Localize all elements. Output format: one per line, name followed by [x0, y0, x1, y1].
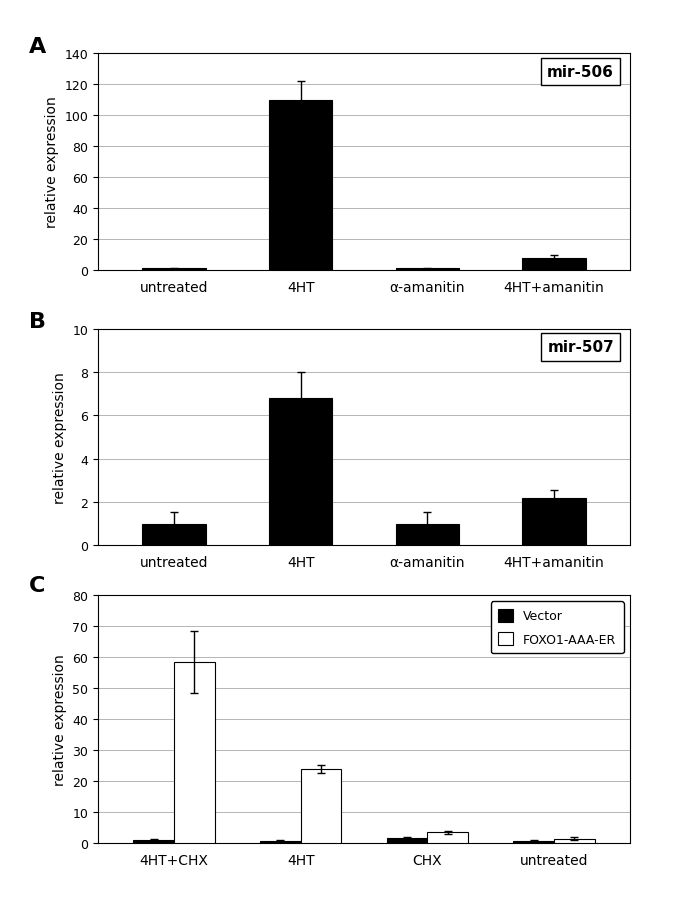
Bar — [260, 841, 301, 843]
Text: C: C — [29, 575, 46, 595]
Bar — [395, 269, 459, 271]
Bar — [301, 769, 341, 843]
Bar — [522, 258, 586, 271]
Bar — [142, 269, 206, 271]
Text: B: B — [29, 312, 46, 332]
Bar — [269, 100, 332, 271]
Y-axis label: relative expression: relative expression — [52, 372, 66, 503]
Bar — [269, 399, 332, 546]
Legend: Vector, FOXO1-AAA-ER: Vector, FOXO1-AAA-ER — [491, 602, 624, 654]
Bar — [174, 662, 214, 843]
Y-axis label: relative expression: relative expression — [45, 97, 59, 228]
Bar — [387, 838, 427, 843]
Bar — [427, 833, 468, 843]
Bar — [522, 498, 586, 546]
Bar — [554, 839, 594, 843]
Bar — [395, 524, 459, 546]
Bar — [134, 840, 174, 843]
Text: mir-506: mir-506 — [547, 65, 614, 80]
Bar — [142, 524, 206, 546]
Text: mir-507: mir-507 — [547, 340, 614, 355]
Text: A: A — [29, 37, 46, 57]
Y-axis label: relative expression: relative expression — [52, 654, 66, 785]
Bar — [514, 841, 554, 843]
